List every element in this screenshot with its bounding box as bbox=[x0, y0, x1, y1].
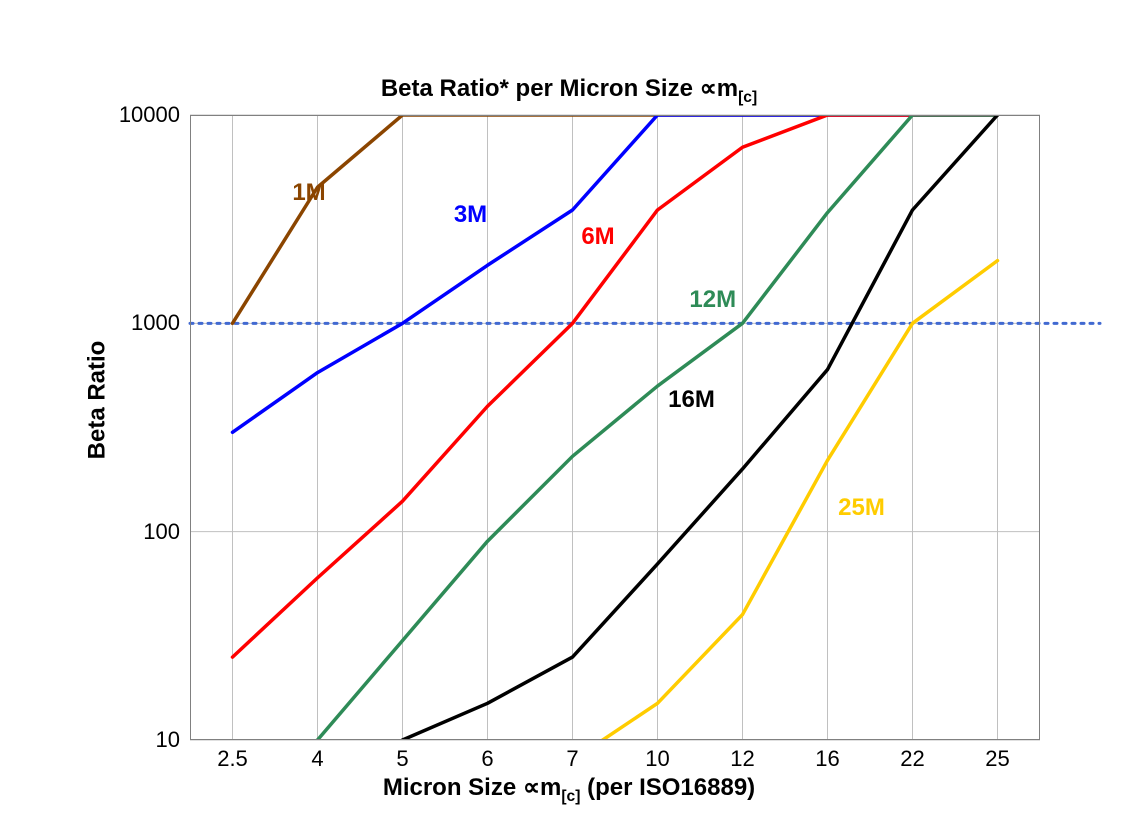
y-axis-label: Beta Ratio bbox=[83, 341, 111, 460]
plot-area: 101001000100002.5456710121622251M3M6M12M… bbox=[190, 115, 1040, 740]
series-label-12M: 12M bbox=[689, 286, 736, 314]
x-tick-label: 12 bbox=[730, 746, 754, 772]
x-tick-label: 2.5 bbox=[217, 746, 248, 772]
series-label-6M: 6M bbox=[581, 223, 614, 251]
series-label-3M: 3M bbox=[454, 201, 487, 229]
x-tick-label: 5 bbox=[396, 746, 408, 772]
x-tick-label: 25 bbox=[985, 746, 1009, 772]
y-tick-label: 1000 bbox=[131, 310, 180, 336]
x-tick-label: 22 bbox=[900, 746, 924, 772]
series-label-16M: 16M bbox=[668, 386, 715, 414]
y-tick-label: 10 bbox=[156, 727, 180, 753]
x-tick-label: 16 bbox=[815, 746, 839, 772]
x-tick-label: 7 bbox=[566, 746, 578, 772]
x-axis-label: Micron Size ∝m[c] (per ISO16889) bbox=[0, 773, 1138, 806]
series-label-25M: 25M bbox=[838, 494, 885, 522]
y-tick-label: 10000 bbox=[119, 102, 180, 128]
x-tick-label: 6 bbox=[481, 746, 493, 772]
plot-svg bbox=[190, 115, 1040, 740]
y-tick-label: 100 bbox=[143, 519, 180, 545]
chart-container: Beta Ratio* per Micron Size ∝m[c] Beta R… bbox=[0, 0, 1138, 840]
series-label-1M: 1M bbox=[292, 179, 325, 207]
x-tick-label: 4 bbox=[311, 746, 323, 772]
x-tick-label: 10 bbox=[645, 746, 669, 772]
